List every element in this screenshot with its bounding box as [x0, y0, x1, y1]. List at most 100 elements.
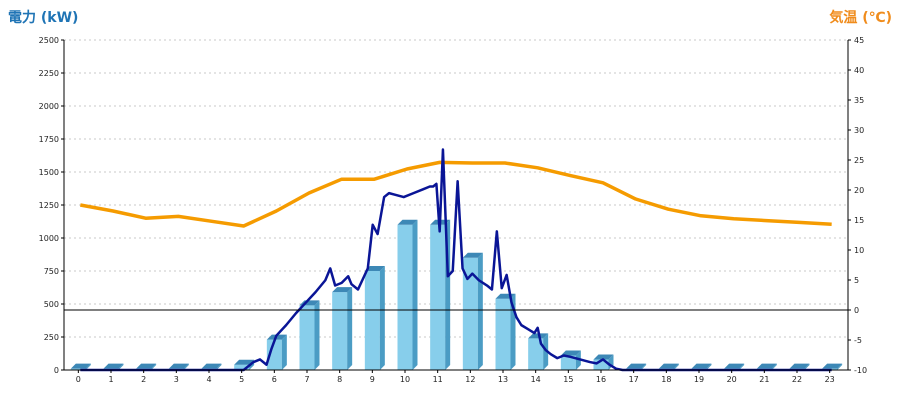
power-bar-top [332, 287, 353, 293]
power-bar [430, 219, 451, 370]
right-tick-label: 35 [854, 96, 864, 105]
power-bar-top [789, 363, 810, 369]
label-layer: 02505007501000125015001750200022502500-1… [39, 36, 867, 384]
x-tick-label: 4 [206, 375, 211, 384]
power-bar-top [658, 363, 679, 369]
power-bar-side [739, 363, 745, 370]
left-tick-label: 2250 [39, 69, 59, 78]
power-series-line [80, 148, 832, 372]
power-bar-front [234, 364, 250, 370]
power-bar-top [593, 354, 614, 360]
left-tick-label: 0 [54, 366, 59, 375]
x-tick-label: 23 [825, 375, 835, 384]
power-bar-top [560, 350, 581, 356]
left-tick-label: 2000 [39, 102, 59, 111]
x-tick-label: 12 [465, 375, 475, 384]
right-axis-title: 気温 (℃) [829, 9, 892, 26]
left-tick-label: 750 [44, 267, 59, 276]
power-bar-side [379, 266, 385, 370]
power-bar-front [593, 359, 609, 370]
line-layer [80, 148, 832, 372]
power-bar-side [641, 363, 647, 370]
power-bar-top [168, 363, 189, 369]
power-bar-top [822, 363, 843, 369]
right-tick-label: 45 [854, 36, 864, 45]
power-bar-top [756, 363, 777, 369]
x-tick-label: 13 [498, 375, 508, 384]
power-bar-front [299, 305, 315, 370]
power-bar-top [691, 363, 712, 369]
right-tick-label: 10 [854, 246, 864, 255]
right-tick-label: 40 [854, 66, 864, 75]
power-bar-front [560, 355, 576, 370]
right-tick-label: 30 [854, 126, 864, 135]
x-tick-label: 5 [239, 375, 244, 384]
power-bar-side [477, 252, 483, 370]
x-tick-label: 15 [563, 375, 573, 384]
left-tick-label: 1750 [39, 135, 59, 144]
x-tick-label: 21 [759, 375, 769, 384]
power-bar [462, 252, 483, 370]
x-tick-label: 0 [76, 375, 81, 384]
power-bar-front [70, 368, 86, 370]
x-tick-label: 19 [694, 375, 704, 384]
bar-layer [70, 219, 843, 370]
power-bar-side [771, 363, 777, 370]
x-tick-label: 22 [792, 375, 802, 384]
right-tick-label: 25 [854, 156, 864, 165]
x-tick-label: 10 [400, 375, 410, 384]
power-bar-front [266, 339, 282, 370]
right-tick-label: -5 [854, 336, 862, 345]
left-tick-label: 500 [44, 300, 59, 309]
power-bar-side [706, 363, 712, 370]
power-bar-top [724, 363, 745, 369]
power-bar-side [347, 287, 353, 370]
x-tick-label: 3 [174, 375, 179, 384]
power-bar [299, 300, 320, 370]
power-bar-side [804, 363, 810, 370]
power-bar-front [528, 338, 544, 370]
x-tick-label: 8 [337, 375, 342, 384]
left-tick-label: 2500 [39, 36, 59, 45]
left-tick-label: 250 [44, 333, 59, 342]
left-axis-title: 電力 (kW) [8, 9, 78, 26]
power-bar-top [201, 363, 222, 369]
x-tick-label: 2 [141, 375, 146, 384]
x-tick-label: 18 [661, 375, 671, 384]
x-tick-label: 16 [596, 375, 606, 384]
power-bar-front [430, 224, 446, 370]
power-bar [397, 219, 418, 370]
power-bar-top [397, 219, 418, 225]
right-tick-label: 5 [854, 276, 859, 285]
power-bar-top [70, 363, 91, 369]
power-bar [560, 350, 581, 370]
power-bar [332, 287, 353, 370]
power-bar-front [332, 292, 348, 370]
x-tick-label: 20 [727, 375, 737, 384]
power-bar-top [462, 252, 483, 258]
power-bar-front [397, 224, 413, 370]
power-bar-front [364, 271, 380, 370]
x-tick-label: 7 [304, 375, 309, 384]
power-bar-side [314, 300, 320, 370]
power-bar-side [118, 363, 124, 370]
power-bar [266, 334, 287, 370]
left-tick-label: 1500 [39, 168, 59, 177]
x-tick-label: 17 [629, 375, 639, 384]
right-tick-label: 0 [854, 306, 859, 315]
power-bar [364, 266, 385, 370]
power-bar-side [151, 363, 157, 370]
power-bar-side [216, 363, 222, 370]
power-bar-top [364, 266, 385, 271]
power-bar-top [626, 363, 647, 369]
x-tick-label: 14 [531, 375, 541, 384]
power-bar [70, 363, 91, 370]
temperature-series-line [80, 160, 832, 228]
x-tick-label: 1 [108, 375, 113, 384]
left-tick-label: 1000 [39, 234, 59, 243]
right-tick-label: -10 [854, 366, 867, 375]
power-bar-side [85, 363, 91, 370]
power-bar-top [234, 359, 255, 365]
